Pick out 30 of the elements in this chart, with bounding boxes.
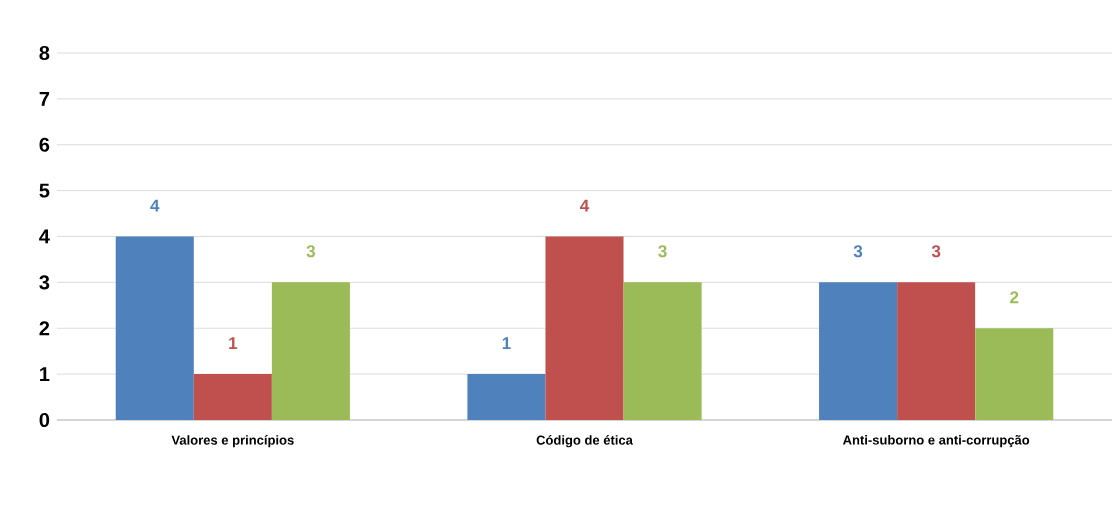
y-tick-label: 2 [39, 321, 50, 336]
bar [623, 282, 702, 420]
data-label: 3 [306, 245, 316, 258]
data-label: 4 [150, 199, 160, 212]
data-label: 3 [931, 245, 941, 258]
y-tick-label: 0 [39, 412, 50, 428]
y-tick-label: 6 [39, 137, 50, 152]
bar [975, 328, 1054, 420]
bar [115, 236, 194, 420]
x-tick-label: Anti-suborno e anti-corrupção [842, 435, 1030, 448]
data-label: 2 [1010, 291, 1019, 304]
bar [271, 282, 350, 420]
y-tick-label: 1 [40, 367, 50, 381]
y-tick-label: 4 [39, 229, 50, 244]
bar [467, 374, 546, 420]
data-label: 4 [580, 199, 590, 212]
y-tick-label: 3 [39, 275, 50, 290]
y-tick-label: 7 [39, 91, 50, 106]
data-label: 1 [229, 337, 238, 350]
bar [897, 282, 976, 420]
data-label: 1 [502, 337, 511, 350]
data-label: 3 [658, 245, 667, 258]
data-label: 3 [853, 245, 863, 258]
y-tick-label: 8 [39, 45, 50, 61]
bar [819, 282, 898, 420]
x-tick-label: Código de ética [536, 435, 633, 448]
bar [193, 374, 272, 420]
x-tick-label: Valores e princípios [171, 435, 294, 448]
bar [545, 236, 624, 420]
y-tick-label: 5 [39, 183, 50, 198]
